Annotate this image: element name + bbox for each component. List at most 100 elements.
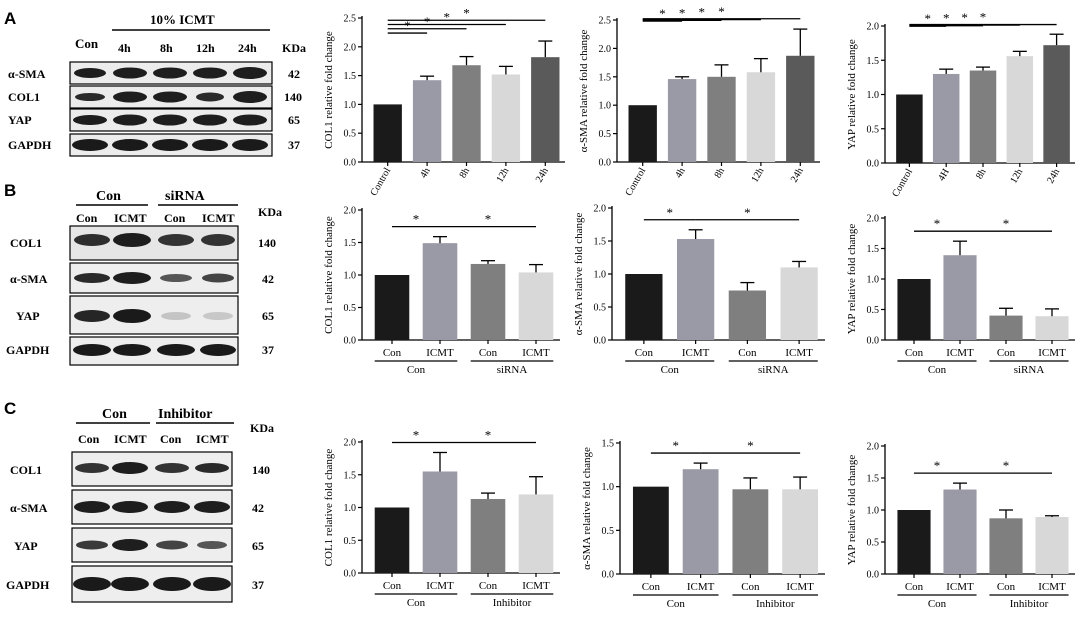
y-tick-label: 0.5 <box>344 536 357 547</box>
band <box>153 577 191 591</box>
x-tick-label: 12h <box>749 166 766 184</box>
bar <box>746 72 776 162</box>
y-tick-label: 0.5 <box>594 303 607 314</box>
blot-a-row-3-kda: 65 <box>288 113 300 127</box>
blot-c-row-2-protein: α-SMA <box>10 501 48 515</box>
y-tick-label: 1.0 <box>602 482 615 493</box>
bar <box>422 243 458 340</box>
chart-a-asma: 0.0 0.5 1.0 1.5 2.0 2.5 α-SMA relative fold ch… <box>578 4 820 198</box>
bar <box>667 79 697 162</box>
significance-star: * <box>744 205 751 220</box>
band <box>158 234 194 246</box>
significance-star: * <box>679 5 686 20</box>
blot-a-lane-3: 12h <box>196 41 215 55</box>
group-label: Con <box>661 364 680 376</box>
bar <box>989 518 1023 574</box>
group-label: Con <box>928 364 947 376</box>
bar <box>374 275 410 340</box>
x-tick-label: ICMT <box>785 347 813 359</box>
band <box>113 67 147 79</box>
significance-star: * <box>485 212 492 227</box>
band <box>73 115 107 125</box>
y-tick-label: 0.0 <box>867 570 880 581</box>
significance-star: * <box>485 427 492 442</box>
y-tick-label: 1.5 <box>344 238 357 249</box>
y-tick-label: 1.0 <box>344 100 357 111</box>
bar <box>707 76 736 162</box>
significance-star: * <box>1003 216 1010 231</box>
blot-b-row-4-protein: GAPDH <box>6 343 50 357</box>
x-tick-label: ICMT <box>426 347 454 359</box>
band <box>200 344 236 356</box>
significance-star: * <box>961 10 968 25</box>
band <box>76 540 108 550</box>
x-tick-label: 8h <box>974 167 989 181</box>
x-tick-label: ICMT <box>426 580 454 592</box>
blot-a-row-1-protein: α-SMA <box>8 67 46 81</box>
chart-b-asma: 0.0 0.5 1.0 1.5 2.0 α-SMA relative fold chang… <box>573 204 825 376</box>
x-tick-label: 24h <box>1045 167 1062 185</box>
x-tick-label: 12h <box>1008 167 1025 185</box>
bar <box>897 279 931 340</box>
x-tick-label: 4H <box>936 167 952 183</box>
bar <box>470 263 506 340</box>
chart-c-yap: 0.0 0.5 1.0 1.5 2.0 YAP relative fold change C… <box>846 442 1075 610</box>
blot-c: Con Inhibitor Con ICMT Con ICMT KDa COL1… <box>6 407 274 603</box>
group-label: siRNA <box>1014 364 1045 376</box>
band <box>112 139 148 151</box>
blot-a-row-2-kda: 140 <box>284 90 302 104</box>
x-tick-label: ICMT <box>946 581 974 593</box>
bar <box>676 239 715 340</box>
chart-b-yap: 0.0 0.5 1.0 1.5 2.0 YAP relative fold change C… <box>846 214 1075 376</box>
y-tick-label: 0.0 <box>344 569 357 580</box>
band <box>153 114 187 126</box>
significance-star: * <box>699 5 706 20</box>
band <box>160 274 192 282</box>
band <box>74 273 110 283</box>
x-tick-label: Con <box>383 347 402 359</box>
blot-c-row-2-bands <box>74 501 230 513</box>
blot-b-kda-header: KDa <box>258 205 282 219</box>
blot-c-lane-2: ICMT <box>114 432 147 446</box>
blot-c-row-3-bands <box>76 539 227 551</box>
y-tick-label: 1.0 <box>344 503 357 514</box>
blot-b: Con siRNA Con ICMT Con ICMT KDa COL1 140… <box>6 189 282 366</box>
bar <box>518 272 554 340</box>
group-label: Con <box>407 364 426 376</box>
y-tick-label: 0.0 <box>594 336 607 347</box>
bar <box>518 494 554 573</box>
band <box>153 67 187 79</box>
blot-b-row-2-bands <box>74 272 234 284</box>
panel-letter-c: C <box>4 399 16 418</box>
y-tick-label: 2.0 <box>344 42 357 53</box>
bar <box>786 55 815 163</box>
y-axis-label: YAP relative fold change <box>846 455 858 566</box>
y-axis-label: COL1 relative fold change <box>323 31 335 149</box>
band <box>113 309 151 323</box>
blot-a-lane-4: 24h <box>238 41 257 55</box>
group-label: Con <box>667 598 686 610</box>
blot-b-row-4-kda: 37 <box>262 343 274 357</box>
bar <box>628 105 657 162</box>
blot-c-row-1-protein: COL1 <box>10 463 42 477</box>
y-axis-label: YAP relative fold change <box>846 39 858 150</box>
blot-a-lane-2: 8h <box>160 41 173 55</box>
band <box>156 540 188 550</box>
band <box>152 139 188 151</box>
band <box>113 272 151 284</box>
blot-c-row-3-kda: 65 <box>252 539 264 553</box>
y-tick-label: 2.0 <box>867 214 880 225</box>
band <box>73 344 111 356</box>
blot-a-row-2-protein: COL1 <box>8 90 40 104</box>
significance-star: * <box>980 10 987 25</box>
y-tick-label: 0.0 <box>599 158 612 169</box>
blot-c-row-4-bands <box>73 577 231 591</box>
y-tick-label: 1.5 <box>599 72 612 83</box>
y-tick-label: 1.0 <box>599 101 612 112</box>
band <box>73 577 111 591</box>
bar <box>1035 316 1069 340</box>
band <box>111 577 149 591</box>
y-tick-label: 1.0 <box>867 506 880 517</box>
group-label: Con <box>407 597 426 609</box>
x-tick-label: ICMT <box>682 347 710 359</box>
